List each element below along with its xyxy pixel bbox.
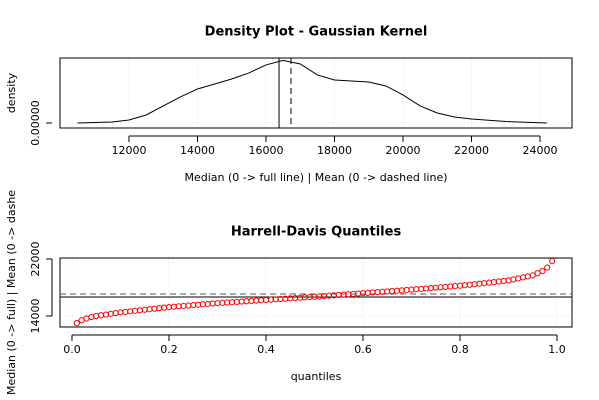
x-tick-label: 14000 — [180, 144, 215, 157]
chart-title: Density Plot - Gaussian Kernel — [205, 25, 428, 40]
x-tick-label: 0.6 — [354, 343, 372, 356]
y-axis-label: density — [5, 72, 18, 113]
point — [510, 276, 517, 283]
point — [534, 270, 541, 277]
point — [539, 268, 546, 275]
chart-title: Harrell-Davis Quantiles — [231, 225, 402, 240]
x-tick-label: 18000 — [317, 144, 352, 157]
x-axis-label: Median (0 -> full line) | Mean (0 -> das… — [184, 171, 447, 184]
x-tick-label: 1.0 — [548, 343, 566, 356]
point — [102, 311, 110, 318]
point — [515, 275, 522, 282]
y-tick-label: 22000 — [29, 241, 42, 276]
point — [519, 274, 527, 281]
point — [97, 312, 105, 319]
point — [73, 320, 80, 327]
x-tick-label: 0.2 — [160, 343, 178, 356]
point — [107, 310, 114, 317]
point — [549, 258, 556, 265]
x-tick-label: 22000 — [454, 144, 489, 157]
y-tick-label: 14000 — [29, 298, 42, 333]
point — [544, 264, 551, 271]
x-tick-label: 12000 — [112, 144, 147, 157]
point — [529, 272, 536, 279]
x-tick-label: 24000 — [523, 144, 558, 157]
x-axis-label: quantiles — [291, 370, 342, 383]
point — [88, 313, 95, 321]
y-axis-label: Median (0 -> full) | Mean (0 -> dashe — [5, 190, 18, 395]
x-tick-label: 0.8 — [451, 343, 469, 356]
x-tick-label: 16000 — [249, 144, 284, 157]
plot-box — [59, 57, 573, 129]
density-line — [77, 59, 547, 124]
y-tick-label: 0.00000 — [29, 100, 42, 145]
plot-box — [59, 257, 573, 328]
x-tick-label: 20000 — [386, 144, 421, 157]
x-tick-label: 0.0 — [63, 343, 81, 356]
x-tick-label: 0.4 — [257, 343, 275, 356]
point — [112, 310, 119, 317]
point — [524, 273, 531, 280]
